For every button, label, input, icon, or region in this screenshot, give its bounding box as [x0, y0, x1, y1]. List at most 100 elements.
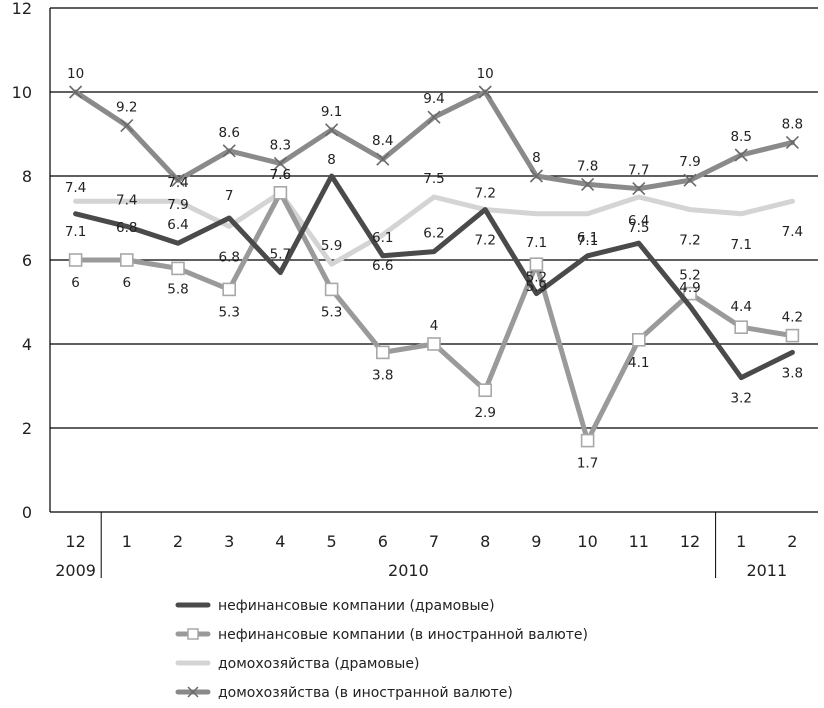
series-1-point [478, 383, 493, 398]
x-tick-label: 1 [122, 532, 132, 551]
series-1-point [375, 345, 390, 360]
y-tick-label: 10 [12, 83, 32, 102]
data-label: 6.4 [628, 213, 649, 229]
data-label: 4.2 [782, 310, 803, 326]
data-label: 7.1 [577, 233, 598, 249]
series-1-point [273, 186, 288, 200]
data-label: 5.2 [679, 268, 700, 284]
data-label: 7.4 [116, 192, 137, 208]
data-label: 6.8 [116, 220, 137, 236]
y-tick-label: 8 [22, 167, 32, 186]
data-label: 2.9 [474, 405, 495, 421]
data-label: 8.8 [782, 116, 803, 132]
year-label: 2009 [55, 561, 96, 580]
series-layer [68, 85, 800, 448]
data-label: 5.9 [526, 279, 547, 295]
data-label: 7 [225, 188, 234, 204]
x-tick-label: 1 [736, 532, 746, 551]
series-3-point [171, 173, 185, 187]
series-line-0 [73, 173, 795, 381]
data-label: 5.2 [526, 270, 547, 286]
series-3-point [529, 169, 543, 183]
data-label: 3.2 [730, 391, 751, 407]
data-label: 6.8 [218, 249, 239, 265]
year-label: 2011 [746, 561, 787, 580]
series-3-point [785, 135, 799, 149]
data-label: 1.7 [577, 456, 598, 472]
data-label: 6 [123, 275, 132, 291]
data-label: 7.6 [270, 167, 291, 183]
x-tick-label: 12 [680, 532, 700, 551]
data-label: 8.5 [730, 129, 751, 145]
x-tick-label: 4 [275, 532, 285, 551]
series-3-point [478, 85, 492, 99]
data-label: 4.9 [679, 280, 700, 296]
data-label: 7.1 [526, 235, 547, 251]
x-tick-label: 6 [378, 532, 388, 551]
series-3-point [325, 123, 339, 137]
data-label: 7.5 [628, 220, 649, 236]
x-tick-label: 9 [531, 532, 541, 551]
data-label: 7.9 [679, 154, 700, 170]
data-label: 7.4 [65, 180, 86, 196]
legend-label: домохозяйства (в иностранной валюте) [218, 685, 513, 701]
x-tick-label: 12 [65, 532, 85, 551]
data-label: 5.7 [270, 247, 291, 263]
series-3-point [734, 148, 748, 162]
series-1-point [631, 332, 646, 347]
data-label: 4 [430, 318, 439, 334]
data-label: 8 [327, 152, 336, 168]
data-label: 5.8 [167, 281, 188, 297]
data-label: 7.9 [167, 197, 188, 213]
x-tick-label: 10 [577, 532, 597, 551]
series-1-point [222, 282, 236, 297]
data-labels: 7.4 7.4 6.4 7 5.7 8 6.1 6.2 7.2 5.2 6.1 6.4 4.9 3.2 3.… [65, 66, 803, 472]
series-1-point [580, 433, 595, 448]
y-tick-label: 12 [12, 0, 32, 18]
x-tick-label: 2 [173, 532, 183, 551]
x-tick-label: 11 [629, 532, 649, 551]
data-label: 8.4 [372, 133, 393, 149]
data-label: 9.1 [321, 104, 342, 120]
data-label: 8 [532, 150, 541, 166]
data-label: 7.2 [679, 233, 700, 249]
x-tick-label: 7 [429, 532, 439, 551]
y-tick-label: 2 [22, 419, 32, 438]
data-label: 7.1 [65, 224, 86, 240]
data-label: 7.4 [782, 224, 803, 240]
x-tick-label: 5 [327, 532, 337, 551]
data-label: 9.2 [116, 100, 137, 116]
data-label: 9.4 [423, 91, 444, 107]
data-label: 6 [71, 275, 80, 291]
legend-marker-3 [187, 686, 199, 698]
series-3-point [427, 110, 441, 124]
series-3-point [69, 85, 83, 99]
series-1-point [785, 328, 800, 343]
y-axis: 0 2 4 6 8 10 12 [12, 0, 32, 522]
data-label: 7.8 [577, 158, 598, 174]
series-3-point [222, 144, 236, 158]
data-label: 6.1 [372, 230, 393, 246]
series-1-point [529, 257, 544, 272]
data-label: 7.4 [167, 175, 188, 191]
series-3-point [581, 177, 595, 191]
data-label: 7.2 [474, 233, 495, 249]
legend-marker-1 [187, 628, 199, 640]
data-label: 3.8 [782, 365, 803, 381]
y-tick-label: 6 [22, 251, 32, 270]
data-label: 6.4 [167, 217, 188, 233]
data-label: 5.9 [321, 238, 342, 254]
series-line-2 [73, 190, 795, 267]
data-label: 6.6 [372, 258, 393, 274]
data-label: 4.4 [730, 299, 751, 315]
series-1-point [683, 286, 697, 301]
legend-label: домохозяйства (драмовые) [218, 656, 419, 672]
data-label: 6.1 [577, 230, 598, 246]
y-tick-label: 0 [22, 503, 32, 522]
data-label: 3.8 [372, 367, 393, 383]
legend: нефинансовые компании (драмовые) нефинанс… [175, 598, 588, 701]
data-label: 8.6 [218, 125, 239, 141]
legend-label: нефинансовые компании (в иностранной вал… [218, 627, 588, 643]
